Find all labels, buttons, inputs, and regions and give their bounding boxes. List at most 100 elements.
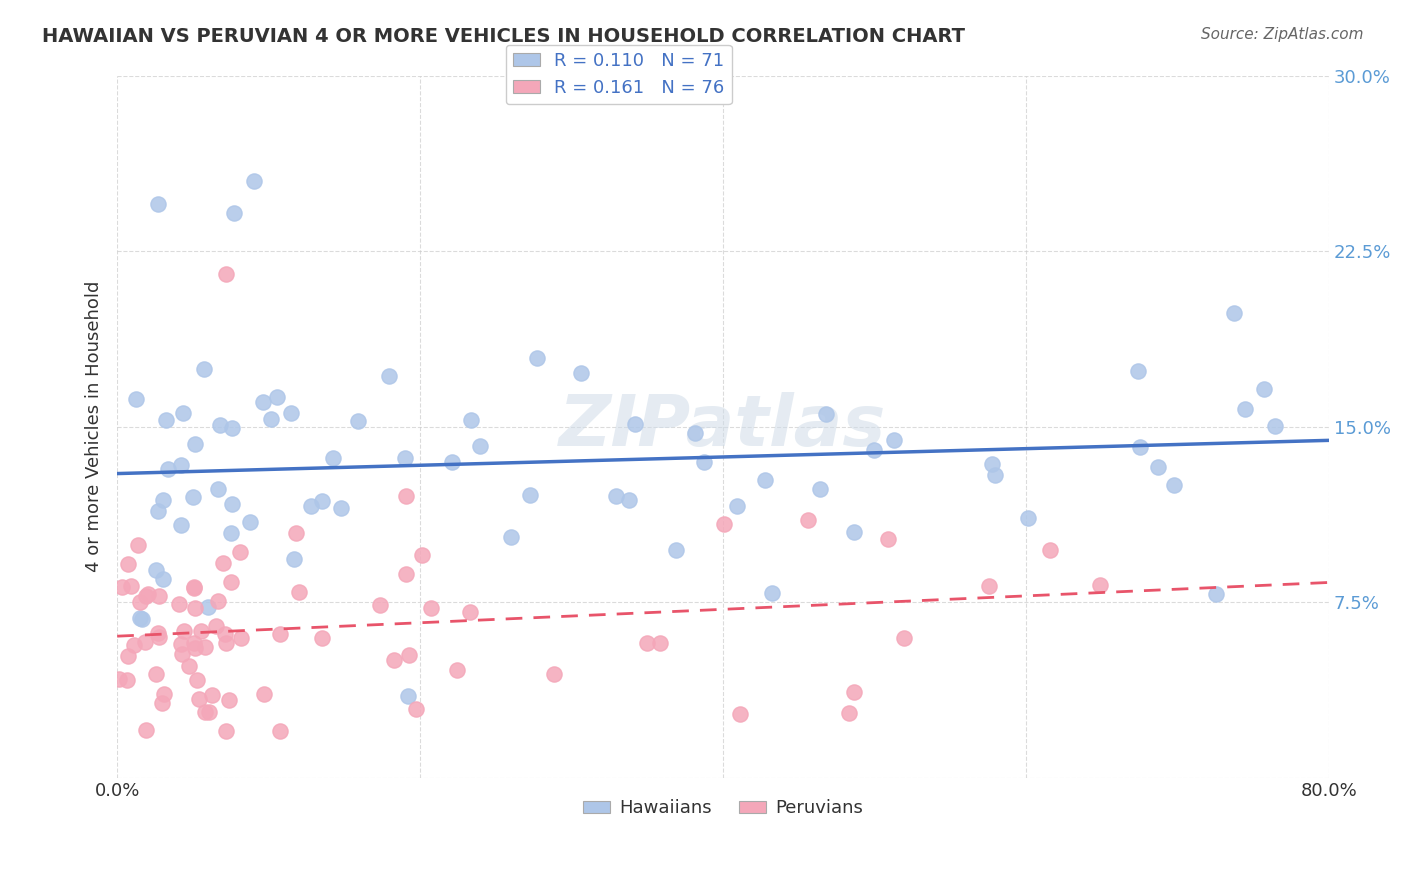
Point: [228, 545, 250, 559]
Point: [394, 567, 416, 582]
Point: [205, 619, 228, 633]
Point: [330, 501, 353, 516]
Point: [405, 702, 427, 716]
Point: [269, 723, 291, 738]
Point: [260, 412, 283, 426]
Point: [219, 526, 242, 541]
Point: [212, 556, 235, 570]
Point: [111, 581, 134, 595]
Point: [269, 627, 291, 641]
Point: [135, 590, 157, 604]
Point: [883, 434, 905, 448]
Point: [194, 705, 217, 719]
Point: [131, 612, 153, 626]
Point: [156, 462, 179, 476]
Point: [1039, 543, 1062, 558]
Point: [221, 497, 243, 511]
Point: [148, 197, 170, 211]
Point: [984, 467, 1007, 482]
Point: [117, 558, 139, 572]
Point: [650, 636, 672, 650]
Point: [1205, 587, 1227, 601]
Point: [150, 696, 173, 710]
Point: [842, 685, 865, 699]
Point: [808, 482, 831, 496]
Point: [108, 672, 131, 686]
Point: [419, 601, 441, 615]
Point: [152, 572, 174, 586]
Point: [219, 574, 242, 589]
Point: [797, 513, 820, 527]
Point: [322, 450, 344, 465]
Legend: Hawaiians, Peruvians: Hawaiians, Peruvians: [576, 792, 870, 825]
Point: [499, 530, 522, 544]
Point: [368, 598, 391, 612]
Point: [122, 638, 145, 652]
Point: [155, 413, 177, 427]
Point: [221, 421, 243, 435]
Point: [148, 626, 170, 640]
Point: [728, 707, 751, 722]
Point: [683, 426, 706, 441]
Point: [201, 688, 224, 702]
Point: [218, 692, 240, 706]
Point: [395, 489, 418, 503]
Point: [713, 516, 735, 531]
Point: [311, 632, 333, 646]
Point: [396, 690, 419, 704]
Point: [117, 648, 139, 663]
Point: [460, 413, 482, 427]
Point: [636, 636, 658, 650]
Point: [1233, 402, 1256, 417]
Point: [299, 499, 322, 513]
Point: [288, 585, 311, 599]
Point: [814, 407, 837, 421]
Point: [193, 362, 215, 376]
Point: [761, 586, 783, 600]
Point: [844, 525, 866, 540]
Y-axis label: 4 or more Vehicles in Household: 4 or more Vehicles in Household: [86, 281, 103, 573]
Point: [283, 552, 305, 566]
Point: [1088, 577, 1111, 591]
Point: [446, 663, 468, 677]
Point: [188, 692, 211, 706]
Point: [170, 458, 193, 472]
Point: [184, 640, 207, 655]
Point: [224, 206, 246, 220]
Point: [347, 414, 370, 428]
Point: [172, 647, 194, 661]
Point: [190, 624, 212, 639]
Point: [152, 493, 174, 508]
Point: [252, 395, 274, 409]
Point: [692, 455, 714, 469]
Point: [148, 589, 170, 603]
Point: [266, 390, 288, 404]
Text: ZIPatlas: ZIPatlas: [560, 392, 887, 461]
Point: [239, 515, 262, 529]
Point: [398, 648, 420, 662]
Point: [1017, 510, 1039, 524]
Point: [1253, 382, 1275, 396]
Point: [183, 490, 205, 504]
Point: [1146, 460, 1168, 475]
Point: [619, 493, 641, 508]
Point: [981, 457, 1004, 471]
Point: [253, 687, 276, 701]
Point: [170, 638, 193, 652]
Point: [129, 611, 152, 625]
Point: [863, 442, 886, 457]
Point: [285, 525, 308, 540]
Point: [384, 653, 406, 667]
Point: [526, 351, 548, 366]
Point: [876, 532, 898, 546]
Point: [208, 418, 231, 433]
Point: [177, 658, 200, 673]
Point: [458, 605, 481, 619]
Point: [1128, 364, 1150, 378]
Point: [378, 368, 401, 383]
Text: Source: ZipAtlas.com: Source: ZipAtlas.com: [1201, 27, 1364, 42]
Point: [207, 482, 229, 496]
Point: [1222, 306, 1244, 320]
Point: [173, 624, 195, 638]
Point: [148, 504, 170, 518]
